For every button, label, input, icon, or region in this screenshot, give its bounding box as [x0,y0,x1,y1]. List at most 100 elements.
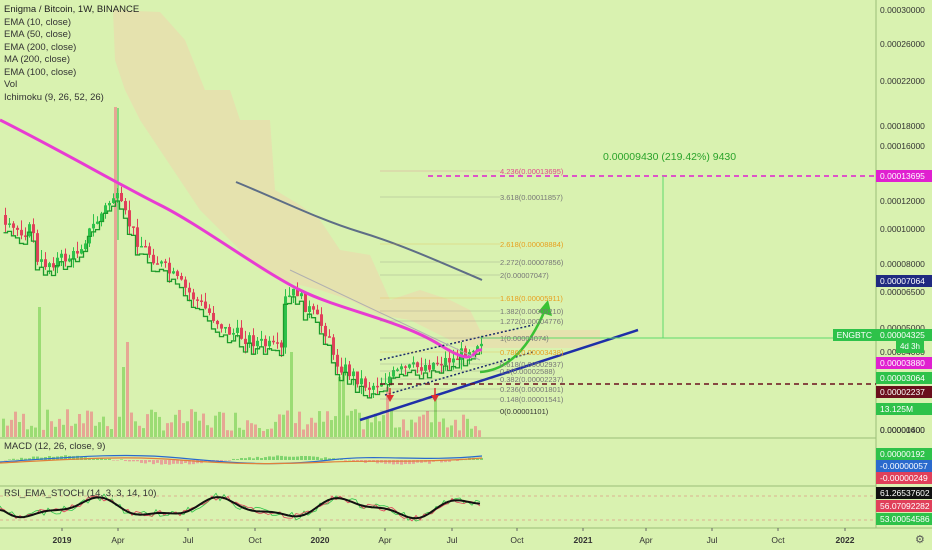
y-tick-label: 0.00000600 [880,425,925,435]
candle [108,202,111,206]
macd-histogram-bar [172,460,175,464]
volume-bar [54,426,57,437]
volume-bar [282,414,285,437]
trendline [359,328,639,422]
macd-histogram-bar [76,455,79,460]
price-tag: 0.00003880 [876,357,932,369]
fib-level-label: 1.272(0.00004776) [500,317,564,326]
candle [272,340,275,343]
gear-icon[interactable]: ⚙ [915,533,925,546]
fib-level-label: 1(0.00004074) [500,334,549,343]
volume-bar [74,423,77,437]
candle [204,301,207,309]
candle [280,342,283,348]
legend-item[interactable]: Ichimoku (9, 26, 52, 26) [4,91,104,103]
candle [144,245,147,248]
x-tick-label: Jul [707,535,718,545]
volume-bar [242,429,245,437]
price-tag: 0.00003064 [876,372,932,384]
candle [380,383,383,387]
volume-bar [206,425,209,437]
volume-bar [406,430,409,437]
macd-histogram-bar [476,458,479,460]
volume-bar [214,415,217,437]
macd-label[interactable]: MACD (12, 26, close, 9) [4,441,106,452]
y-tick-label: 0.00012000 [880,196,925,206]
fib-level-label: 1.382(0.00005210) [500,307,564,316]
candle [240,327,243,339]
volume-bar [398,427,401,437]
fib-level-label: 0.382(0.00002237) [500,375,564,384]
macd-histogram-bar [348,459,351,461]
volume-bar [142,428,145,437]
candle [72,250,75,259]
rsi-label[interactable]: RSI_EMA_STOCH (14, 3, 3, 14, 10) [4,488,157,499]
legend-item[interactable]: EMA (10, close) [4,16,72,28]
candle [376,385,379,388]
volume-bar [410,419,413,437]
candle [436,362,439,365]
candle [244,338,247,345]
legend-item[interactable]: MA (200, close) [4,54,70,65]
macd-histogram-bar [456,460,459,461]
fib-level-label: 0.786(0.00003438) [500,348,564,357]
candle [452,358,455,363]
ema-100-line [0,118,483,359]
macd-histogram-bar [72,456,75,460]
legend-item[interactable]: EMA (200, close) [4,41,77,53]
fib-level-label: 1.618(0.00005911) [500,294,563,303]
macd-value-tag: -0.00000057 [876,460,932,472]
candle [188,287,191,293]
macd-histogram-bar [216,460,219,462]
macd-histogram-bar [400,460,403,465]
legend-item[interactable]: EMA (100, close) [4,66,77,78]
rsi-value-tag: 61.26537602 [876,487,932,499]
candle [408,364,411,368]
volume-bar [278,414,281,437]
candle [172,271,175,274]
volume-bar [306,424,309,437]
candle [36,233,39,262]
candle [40,259,43,262]
fib-level-label: 0.618(0.00002937) [500,360,564,369]
legend-item[interactable]: EMA (50, close) [4,29,72,40]
volume-bar [230,430,233,437]
macd-histogram-bar [180,460,183,465]
candle [32,224,35,234]
volume-bar [218,411,221,437]
volume-bar [342,367,345,437]
macd-histogram-bar [308,456,311,460]
macd-histogram-bar [412,460,415,464]
volume-bar [318,411,321,437]
candle [420,367,423,371]
macd-histogram-bar [280,455,283,460]
volume-bar [358,412,361,437]
candle [164,261,167,263]
candle [104,205,107,214]
y-tick-label: 0.00022000 [880,76,925,86]
macd-histogram-bar [96,458,99,460]
candle [324,325,327,337]
volume-bar [374,413,377,437]
fib-level-label: 2.272(0.00007856) [500,258,564,267]
candle [156,263,159,265]
macd-histogram-bar [352,460,355,462]
volume-bar [378,421,381,437]
volume-bar [138,425,141,437]
volume-bar [370,422,373,437]
volume-bar [166,423,169,437]
volume-bar [438,421,441,437]
volume-bar [62,424,65,437]
x-tick-label: 2019 [53,535,72,545]
candle [176,271,179,277]
volume-bar [314,422,317,437]
legend-item[interactable]: Vol [4,79,18,90]
x-tick-label: Oct [248,535,262,545]
macd-histogram-bar [252,458,255,460]
volume-bar [354,409,357,437]
macd-histogram-bar [296,456,299,460]
macd-histogram-bar [244,458,247,460]
macd-histogram-bar [136,460,139,462]
price-tag: 13.125M [876,403,932,415]
